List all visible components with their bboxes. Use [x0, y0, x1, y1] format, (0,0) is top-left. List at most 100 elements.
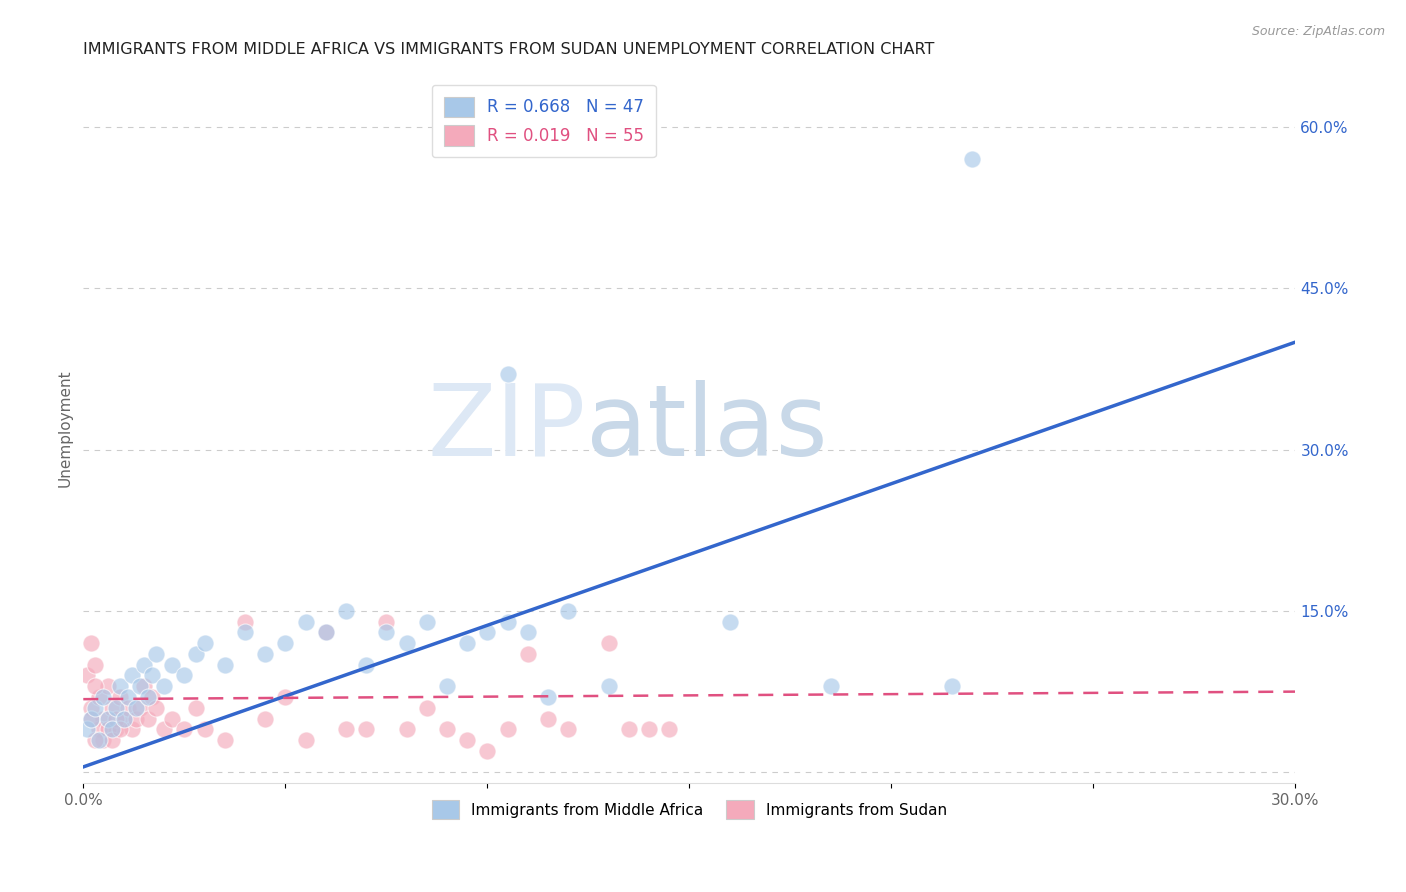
Point [617, 723, 640, 737]
Point [89, 733, 111, 747]
Point [100, 700, 122, 714]
Point [80, 636, 103, 650]
Point [141, 690, 163, 704]
Point [233, 615, 256, 629]
Point [477, 744, 499, 758]
Point [132, 657, 155, 672]
Point [128, 679, 150, 693]
Point [254, 712, 277, 726]
Point [108, 690, 131, 704]
Text: Source: ZipAtlas.com: Source: ZipAtlas.com [1251, 25, 1385, 38]
Point [104, 700, 127, 714]
Point [315, 625, 337, 640]
Point [557, 604, 579, 618]
Point [233, 625, 256, 640]
Point [80, 712, 103, 726]
Point [354, 723, 377, 737]
Point [100, 733, 122, 747]
Point [132, 679, 155, 693]
Point [193, 636, 215, 650]
Point [93, 690, 115, 704]
Point [84, 657, 107, 672]
Text: atlas: atlas [586, 380, 828, 476]
Point [84, 733, 107, 747]
Point [136, 712, 159, 726]
Point [820, 679, 842, 693]
Point [125, 700, 148, 714]
Point [557, 723, 579, 737]
Point [496, 723, 519, 737]
Point [160, 657, 183, 672]
Point [436, 723, 458, 737]
Point [335, 604, 357, 618]
Point [638, 723, 661, 737]
Point [121, 723, 143, 737]
Point [153, 723, 176, 737]
Point [173, 723, 195, 737]
Point [93, 712, 115, 726]
Point [496, 615, 519, 629]
Point [141, 668, 163, 682]
Point [598, 636, 620, 650]
Legend: Immigrants from Middle Africa, Immigrants from Sudan: Immigrants from Middle Africa, Immigrant… [426, 794, 953, 825]
Point [456, 636, 478, 650]
Point [80, 700, 103, 714]
Point [112, 712, 135, 726]
Point [193, 723, 215, 737]
Point [214, 733, 236, 747]
Point [214, 657, 236, 672]
Point [76, 668, 98, 682]
Point [416, 615, 439, 629]
Point [537, 712, 560, 726]
Point [658, 723, 681, 737]
Point [395, 723, 418, 737]
Point [456, 733, 478, 747]
Point [93, 733, 115, 747]
Point [84, 679, 107, 693]
Point [160, 712, 183, 726]
Point [96, 712, 118, 726]
Point [80, 712, 103, 726]
Point [173, 668, 195, 682]
Point [496, 368, 519, 382]
Point [315, 625, 337, 640]
Point [941, 679, 963, 693]
Text: IMMIGRANTS FROM MIDDLE AFRICA VS IMMIGRANTS FROM SUDAN UNEMPLOYMENT CORRELATION : IMMIGRANTS FROM MIDDLE AFRICA VS IMMIGRA… [83, 42, 935, 57]
Point [117, 690, 139, 704]
Point [104, 723, 127, 737]
Point [121, 668, 143, 682]
Point [335, 723, 357, 737]
Point [395, 636, 418, 650]
Point [108, 723, 131, 737]
Point [108, 679, 131, 693]
Point [96, 723, 118, 737]
Point [537, 690, 560, 704]
Point [294, 733, 316, 747]
Point [89, 723, 111, 737]
Point [145, 700, 167, 714]
Point [145, 647, 167, 661]
Point [76, 723, 98, 737]
Point [125, 712, 148, 726]
Point [136, 690, 159, 704]
Point [294, 615, 316, 629]
Y-axis label: Unemployment: Unemployment [58, 369, 72, 487]
Text: ZIP: ZIP [427, 380, 586, 476]
Point [477, 625, 499, 640]
Point [112, 712, 135, 726]
Point [375, 625, 398, 640]
Point [274, 636, 297, 650]
Point [416, 700, 439, 714]
Point [96, 679, 118, 693]
Point [128, 700, 150, 714]
Point [186, 647, 208, 661]
Point [186, 700, 208, 714]
Point [153, 679, 176, 693]
Point [960, 153, 983, 167]
Point [516, 647, 538, 661]
Point [598, 679, 620, 693]
Point [117, 700, 139, 714]
Point [354, 657, 377, 672]
Point [718, 615, 741, 629]
Point [84, 700, 107, 714]
